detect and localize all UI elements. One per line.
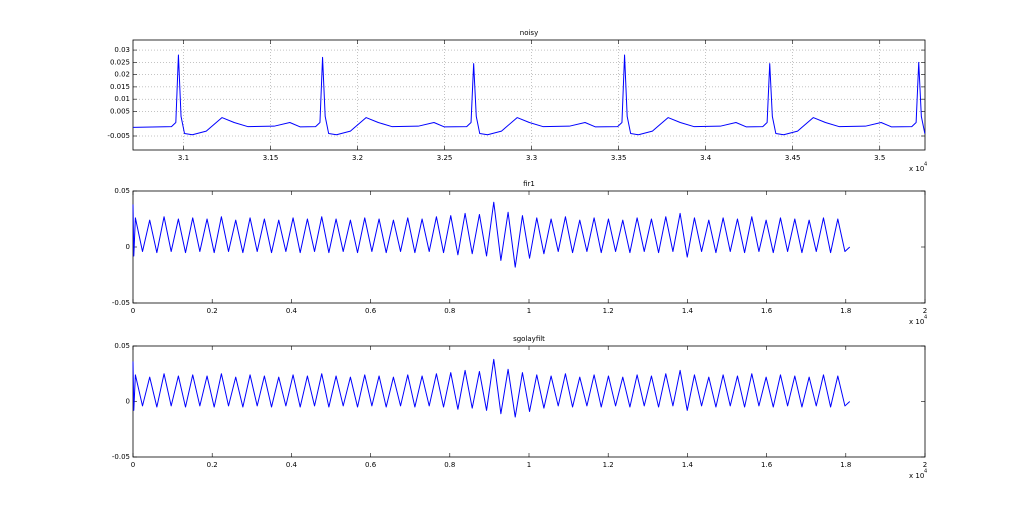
x-tick-label: 3.45	[785, 154, 801, 162]
signal-line	[132, 54, 926, 136]
axes-frame	[132, 345, 926, 458]
y-tick-label: 0.03	[114, 46, 130, 54]
y-tick-label: 0.05	[114, 187, 130, 195]
x-tick-label: 1.4	[682, 307, 694, 315]
x-tick-label: 0	[131, 461, 135, 469]
x-tick-label: 1.2	[603, 461, 614, 469]
y-tick-label: 0.015	[110, 83, 130, 91]
x-tick-label: 0.2	[207, 461, 218, 469]
y-tick-label: 0.05	[114, 342, 130, 350]
axis-multiplier: x 10	[909, 165, 924, 173]
x-tick-label: 3.35	[611, 154, 627, 162]
y-tick-label: 0	[126, 243, 130, 251]
x-tick-label: 1.8	[840, 307, 851, 315]
subplot-title: sgolayfilt	[513, 335, 545, 343]
x-tick-label: 1.6	[761, 307, 773, 315]
y-tick-label: -0.005	[107, 132, 130, 140]
x-tick-label: 2	[923, 307, 927, 315]
axis-multiplier: x 10	[909, 472, 924, 480]
axes-frame	[132, 190, 926, 304]
x-tick-label: 0.8	[444, 307, 455, 315]
x-tick-label: 2	[923, 461, 927, 469]
x-tick-label: 0.6	[365, 461, 377, 469]
axis-multiplier-exponent: 4	[924, 162, 927, 168]
subplot-title: fir1	[523, 180, 535, 188]
signal-line	[132, 358, 851, 418]
x-tick-label: 0.8	[444, 461, 455, 469]
y-tick-label: 0.005	[110, 107, 130, 115]
y-tick-label: 0.02	[114, 71, 130, 79]
axes-frame	[132, 39, 926, 151]
x-tick-label: 3.25	[437, 154, 453, 162]
axis-multiplier-exponent: 4	[924, 469, 927, 475]
x-tick-label: 0	[131, 307, 135, 315]
subplot: noisy 3.1 3.15 3.2 3.25 3.3 3.35 3.4 3.45 3.5 -0.0…	[107, 29, 927, 173]
x-tick-label: 3.4	[700, 154, 712, 162]
x-tick-label: 3.15	[263, 154, 279, 162]
x-tick-label: 0.4	[286, 461, 298, 469]
subplot: sgolayfilt 0 0.2 0.4 0.6 0.8 1 1.2 1.4 1.6 1.8 2 -0.…	[112, 335, 927, 480]
y-tick-label: 0.01	[114, 95, 130, 103]
x-tick-label: 0.4	[286, 307, 298, 315]
y-tick-label: 0	[126, 398, 130, 406]
x-tick-label: 1	[527, 307, 531, 315]
axis-multiplier: x 10	[909, 318, 924, 326]
y-tick-label: -0.05	[112, 453, 130, 461]
x-tick-label: 1.8	[840, 461, 851, 469]
subplot-title: noisy	[520, 29, 538, 37]
y-tick-label: 0.025	[110, 58, 130, 66]
x-tick-label: 1.4	[682, 461, 694, 469]
x-tick-label: 3.1	[178, 154, 189, 162]
x-tick-label: 1.2	[603, 307, 614, 315]
x-tick-label: 3.2	[352, 154, 363, 162]
x-tick-label: 3.3	[526, 154, 537, 162]
axis-multiplier-exponent: 4	[924, 315, 927, 321]
y-tick-label: -0.05	[112, 299, 130, 307]
x-tick-label: 0.6	[365, 307, 377, 315]
signal-line	[132, 201, 851, 268]
x-tick-label: 0.2	[207, 307, 218, 315]
x-tick-label: 1.6	[761, 461, 773, 469]
x-tick-label: 3.5	[874, 154, 885, 162]
x-tick-label: 1	[527, 461, 531, 469]
